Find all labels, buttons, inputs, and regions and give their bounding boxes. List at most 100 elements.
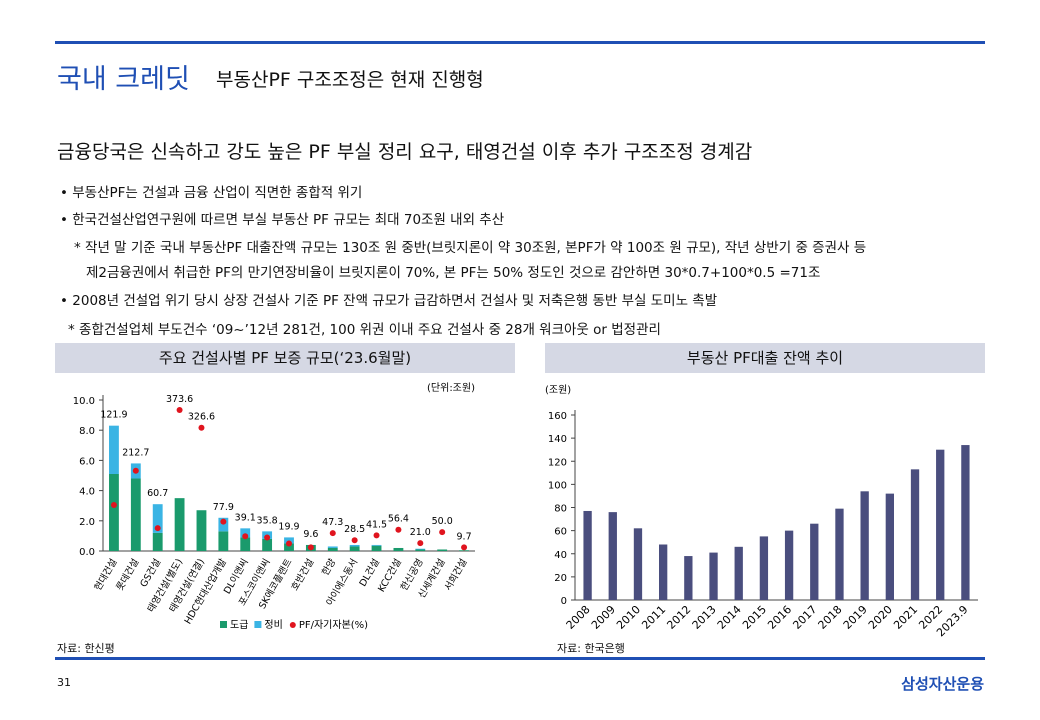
bar (583, 510, 592, 600)
data-label: 41.5 (366, 519, 387, 530)
dot (351, 537, 358, 544)
dot (110, 501, 117, 508)
dot (264, 534, 271, 541)
dot (132, 467, 139, 474)
dot (198, 424, 205, 431)
dot (417, 540, 424, 547)
bar (393, 547, 404, 551)
data-label: 19.9 (278, 521, 299, 532)
y-tick-label: 2.0 (79, 517, 95, 528)
data-label: 39.1 (235, 512, 256, 523)
y-tick-label: 4.0 (79, 487, 95, 498)
bar (218, 531, 229, 551)
data-label: 121.9 (100, 410, 127, 421)
dot (154, 525, 161, 532)
bar (608, 512, 617, 600)
source: 자료: 한신평 (57, 642, 115, 655)
bar (109, 473, 119, 551)
data-label: 60.7 (147, 488, 168, 499)
headline: 금융당국은 신속하고 강도 높은 PF 부실 정리 요구, 태영건설 이후 추가… (57, 141, 753, 163)
bar (152, 532, 163, 551)
bar (936, 449, 945, 600)
y-tick-label: 100 (548, 480, 567, 491)
bar (437, 549, 448, 551)
bar (961, 445, 970, 600)
legend-label: PF/자기자본(%) (299, 619, 368, 631)
bar (109, 425, 119, 474)
x-tick-label: 2018 (816, 603, 845, 632)
bar (784, 530, 794, 600)
note: 종합건설업체 부도건수 ‘09~’12년 281건, 100 위권 이내 주요 … (68, 318, 661, 338)
data-label: 50.0 (432, 516, 453, 527)
bar (860, 491, 869, 600)
bar (262, 538, 273, 551)
bottom-rule (55, 657, 985, 660)
x-tick-label: 2013 (690, 603, 719, 632)
bar (415, 549, 426, 551)
dot (220, 518, 227, 525)
y-tick-label: 0.0 (79, 547, 95, 558)
bar (349, 544, 360, 547)
dot (329, 530, 336, 537)
bar (152, 504, 163, 533)
bar (327, 547, 338, 551)
bar (349, 546, 360, 551)
page-number: 31 (57, 676, 71, 689)
dot (395, 526, 402, 533)
data-label: 9.7 (457, 531, 472, 542)
x-tick-label: 2020 (866, 603, 895, 632)
dot (373, 532, 380, 539)
y-tick-label: 60 (554, 527, 567, 538)
legend-label: 도급 (230, 619, 248, 631)
note: 제2금융권에서 취급한 PF의 만기연장비율이 브릿지론이 70%, 본 PF는… (86, 265, 821, 281)
bar (284, 543, 294, 551)
y-tick-label: 140 (548, 434, 567, 445)
data-label: 28.5 (344, 524, 365, 535)
subtitle: 부동산PF 구조조정은 현재 진행형 (216, 69, 484, 91)
y-tick-label: 6.0 (79, 456, 95, 467)
bar (885, 493, 894, 600)
y-tick-label: 80 (554, 504, 567, 515)
y-tick-label: 160 (548, 411, 567, 422)
data-label: 326.6 (188, 412, 215, 423)
bar (327, 546, 338, 548)
legend-label: 정비 (264, 619, 282, 631)
note: 작년 말 기준 국내 부동산PF 대출잔액 규모는 130조 원 중반(브릿지론… (74, 236, 866, 256)
bar (371, 544, 382, 546)
bar (633, 528, 643, 600)
y-tick-label: 8.0 (79, 426, 95, 437)
data-label: 77.9 (213, 502, 234, 513)
bar (415, 548, 426, 550)
bar (284, 537, 294, 544)
bar (174, 498, 185, 551)
data-label: 35.8 (257, 515, 278, 526)
company: 삼성자산운용 (901, 675, 984, 693)
bar (371, 545, 382, 551)
data-label: 212.7 (122, 447, 149, 458)
dot (286, 540, 292, 547)
title: 국내 크레딧 (57, 64, 190, 95)
x-tick-label: 2010 (614, 603, 643, 632)
y-tick-label: 0 (561, 596, 567, 607)
chart: (조원)020406080100120140160200820092010201… (545, 384, 978, 639)
chart: (단위:조원) 0.0 2.0 4.0 6.0 8.0 10.0 121.9 212.7 60.7… (73, 381, 475, 631)
top-rule (55, 41, 985, 44)
bar (835, 508, 844, 600)
bar (240, 537, 251, 551)
y-tick-label: 40 (554, 550, 567, 561)
bar (459, 550, 469, 551)
x-tick-label: 2008 (564, 603, 593, 632)
data-label: 373.6 (166, 394, 193, 405)
bar (734, 546, 743, 600)
x-tick-label: 2016 (765, 603, 794, 632)
bar (684, 556, 693, 600)
bar (196, 510, 207, 551)
x-tick-label: 2015 (740, 603, 769, 632)
bar (759, 536, 769, 600)
dot (439, 529, 446, 536)
unit-label: (조원) (545, 384, 571, 396)
dot (307, 544, 314, 551)
bar (810, 523, 819, 600)
bullet: 부동산PF는 건설과 금융 산업이 직면한 종합적 위기 (60, 181, 362, 201)
x-tick-label: 2021 (891, 603, 920, 632)
